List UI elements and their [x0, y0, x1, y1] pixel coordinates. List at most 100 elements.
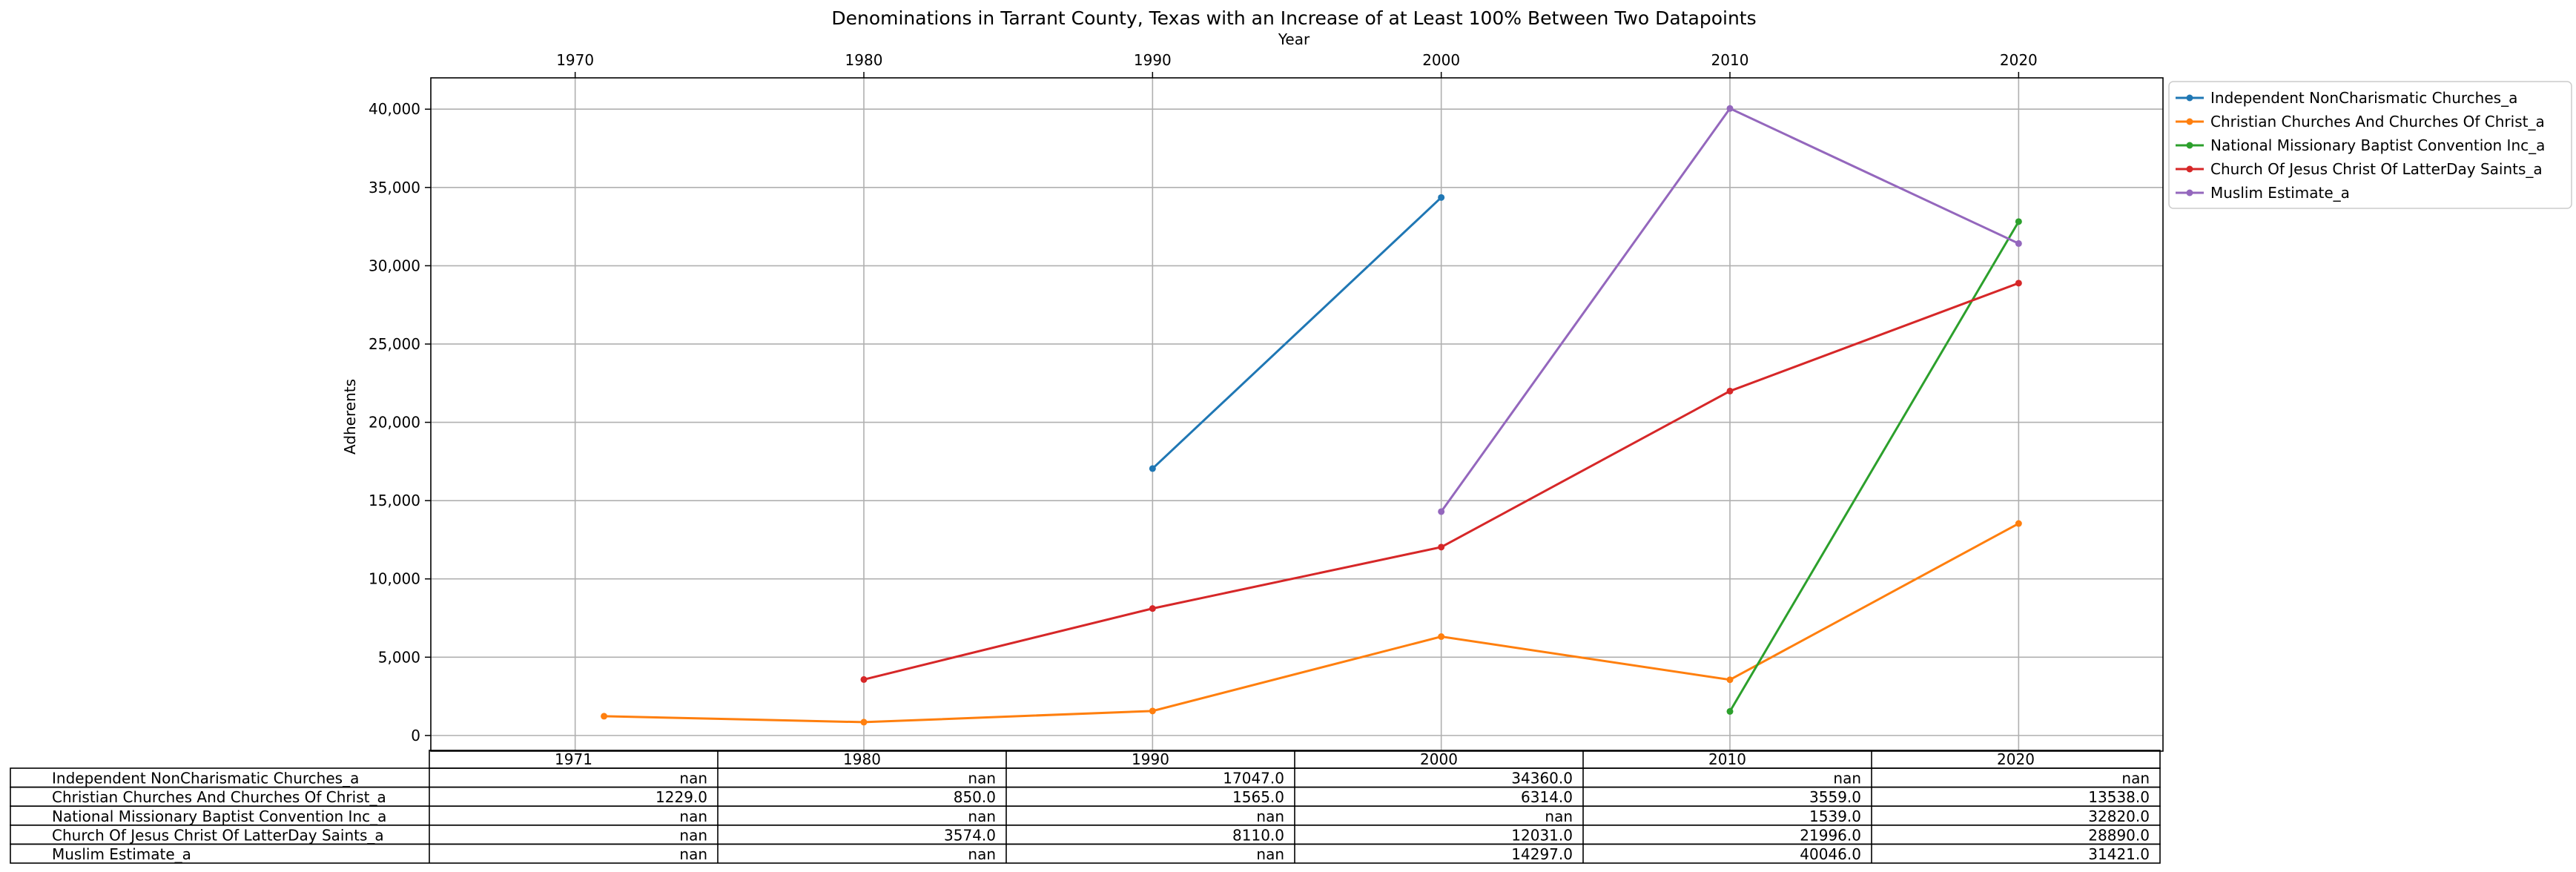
table-cell: 13538.0 [2088, 788, 2150, 806]
data-point [1149, 605, 1156, 612]
table-cell: 28890.0 [2088, 826, 2150, 844]
legend-marker [2186, 142, 2193, 149]
tick-layer: 1970 1980 1990 2000 2010 2020 0 5,000 10,000 15,0… [369, 51, 2038, 744]
series-group [1726, 218, 2022, 715]
table-row: Church Of Jesus Christ Of LatterDay Sain… [10, 825, 2161, 845]
series-line [1152, 196, 1442, 470]
data-point [2015, 240, 2022, 247]
y-tick-label: 30,000 [369, 257, 420, 274]
table-cell: nan [968, 845, 996, 863]
y-tick-label: 35,000 [369, 179, 420, 196]
y-tick-label: 5,000 [378, 648, 420, 666]
table-cell: 14297.0 [1511, 845, 1573, 863]
data-point [2015, 218, 2022, 225]
table-cell: 6314.0 [1521, 788, 1573, 806]
table-cell: nan [679, 807, 707, 825]
series-line [1728, 221, 2020, 713]
y-tick-label: 10,000 [369, 570, 420, 588]
table-cell: nan [679, 826, 707, 844]
plot-frame [430, 77, 2164, 752]
y-tick-label: 0 [411, 727, 420, 744]
table-row-label: Church Of Jesus Christ Of LatterDay Sain… [52, 826, 384, 844]
table-cell: 8110.0 [1232, 826, 1284, 844]
x-tick-label: 1990 [1134, 51, 1172, 69]
table-cell: nan [679, 770, 707, 787]
x-tick-label: 2000 [1422, 51, 1460, 69]
data-point [1726, 707, 1734, 715]
table-column-header: 1980 [843, 750, 881, 768]
table-row: Independent NonCharismatic Churches_a nan… [10, 767, 2161, 788]
table-column-header: 1990 [1132, 750, 1169, 768]
data-point [1438, 544, 1445, 551]
table-cell: 1565.0 [1232, 788, 1284, 806]
legend: Independent NonCharismatic Churches_a Chr… [2168, 81, 2572, 209]
data-point [1438, 194, 1445, 201]
data-point [2015, 520, 2022, 527]
table-column-header: 2000 [1420, 750, 1458, 768]
data-point [601, 713, 608, 720]
legend-marker [2186, 189, 2193, 196]
table-row: Muslim Estimate_a nan nan nan 14297.0 40046.0… [10, 843, 2161, 864]
data-point [2015, 280, 2022, 287]
data-point [1726, 387, 1734, 394]
x-tick-label: 2010 [1711, 51, 1749, 69]
table-cell: 3574.0 [944, 826, 996, 844]
table-column-header: 2010 [1708, 750, 1746, 768]
table-column-header: 1971 [555, 750, 592, 768]
y-tick-label: 15,000 [369, 492, 420, 509]
table-cell: 32820.0 [2088, 807, 2150, 825]
legend-label: Christian Churches And Churches Of Chris… [2210, 113, 2545, 131]
series-group [860, 280, 2022, 683]
series-line [604, 522, 2020, 724]
table-row: Christian Churches And Churches Of Chris… [10, 786, 2161, 807]
grid-layer [431, 78, 2163, 751]
table-cell: 3559.0 [1809, 788, 1861, 806]
table-row-border [10, 843, 2161, 864]
table-row-label: Muslim Estimate_a [52, 845, 191, 863]
table-cell: 17047.0 [1223, 770, 1284, 787]
table-cell: nan [1833, 770, 1861, 787]
table-cell: nan [968, 770, 996, 787]
data-point [1149, 465, 1156, 472]
table-cell: nan [2121, 770, 2150, 787]
legend-label: National Missionary Baptist Convention I… [2210, 136, 2545, 154]
series-group [1438, 105, 2022, 515]
table-cell: 1539.0 [1809, 807, 1861, 825]
data-point [860, 676, 868, 683]
table-row: National Missionary Baptist Convention I… [10, 805, 2161, 826]
y-tick-label: 40,000 [369, 100, 420, 118]
x-tick-label: 1970 [556, 51, 594, 69]
data-point [1726, 105, 1734, 112]
legend-marker [2186, 118, 2193, 125]
chart-title: Denominations in Tarrant County, Texas w… [831, 7, 1756, 29]
table-cell: 40046.0 [1800, 845, 1861, 863]
y-tick-label: 25,000 [369, 335, 420, 353]
table-row-label: Christian Churches And Churches Of Chris… [52, 788, 386, 806]
table-row-label: Independent NonCharismatic Churches_a [52, 770, 359, 787]
table-cell: nan [1256, 845, 1284, 863]
data-point [1149, 707, 1156, 715]
y-tick-label: 20,000 [369, 414, 420, 432]
series-group [601, 520, 2022, 726]
legend-label: Muslim Estimate_a [2210, 184, 2350, 202]
table-cell: 850.0 [954, 788, 996, 806]
table-cell: nan [1545, 807, 1573, 825]
table-cell: 21996.0 [1800, 826, 1861, 844]
data-point [1438, 508, 1445, 515]
table-cell: nan [679, 845, 707, 863]
table-cell: 34360.0 [1511, 770, 1573, 787]
y-axis-label: Adherents [341, 379, 359, 455]
legend-marker [2186, 94, 2193, 102]
table-cell: 31421.0 [2088, 845, 2150, 863]
x-axis-label: Year [1278, 30, 1310, 48]
table-column-header: 2020 [1997, 750, 2035, 768]
table-row-label: National Missionary Baptist Convention I… [52, 807, 386, 825]
x-tick-label: 2020 [2000, 51, 2038, 69]
legend-marker [2186, 165, 2193, 173]
legend-label: Church Of Jesus Christ Of LatterDay Sain… [2210, 160, 2543, 178]
data-point [1726, 676, 1734, 684]
series-layer [601, 105, 2022, 726]
series-group [1149, 194, 1445, 472]
